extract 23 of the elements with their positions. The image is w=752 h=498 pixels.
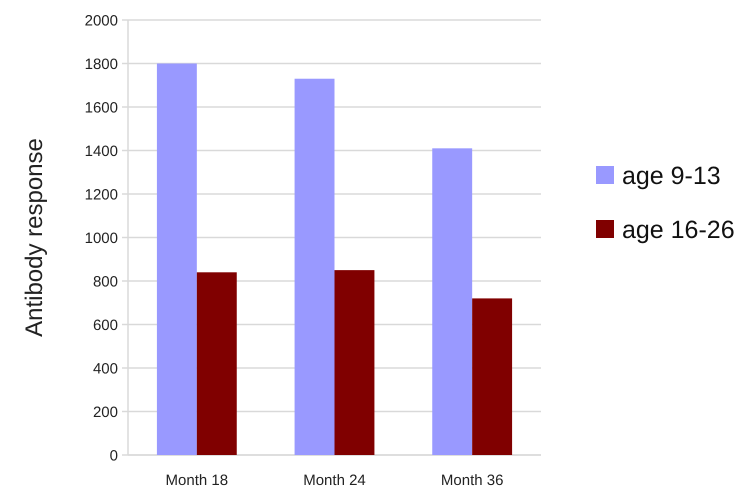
y-axis-title: Antibody response xyxy=(21,138,48,337)
y-tick-label: 1600 xyxy=(84,99,118,116)
y-tick-label: 2000 xyxy=(84,12,118,30)
y-tick-label: 1000 xyxy=(84,230,118,247)
bar xyxy=(472,298,512,455)
y-tick-label: 200 xyxy=(92,404,118,421)
x-tick-label: Month 24 xyxy=(303,472,366,489)
bar xyxy=(294,78,334,455)
y-tick-label: 800 xyxy=(92,273,118,290)
legend-label: age 9-13 xyxy=(622,162,721,190)
legend-label: age 16-26 xyxy=(622,216,735,244)
y-tick-label: 1400 xyxy=(84,142,118,160)
y-tick-label: 600 xyxy=(92,316,118,334)
x-tick-label: Month 36 xyxy=(440,472,504,489)
y-tick-label: 1800 xyxy=(84,56,118,73)
bar xyxy=(196,272,237,455)
y-tick-label: 0 xyxy=(110,447,118,464)
bar xyxy=(334,270,374,455)
bar xyxy=(156,64,197,455)
y-tick-label: 1200 xyxy=(84,186,118,204)
x-tick-label: Month 18 xyxy=(166,472,228,489)
bar xyxy=(432,148,472,455)
y-tick-label: 400 xyxy=(92,360,118,378)
